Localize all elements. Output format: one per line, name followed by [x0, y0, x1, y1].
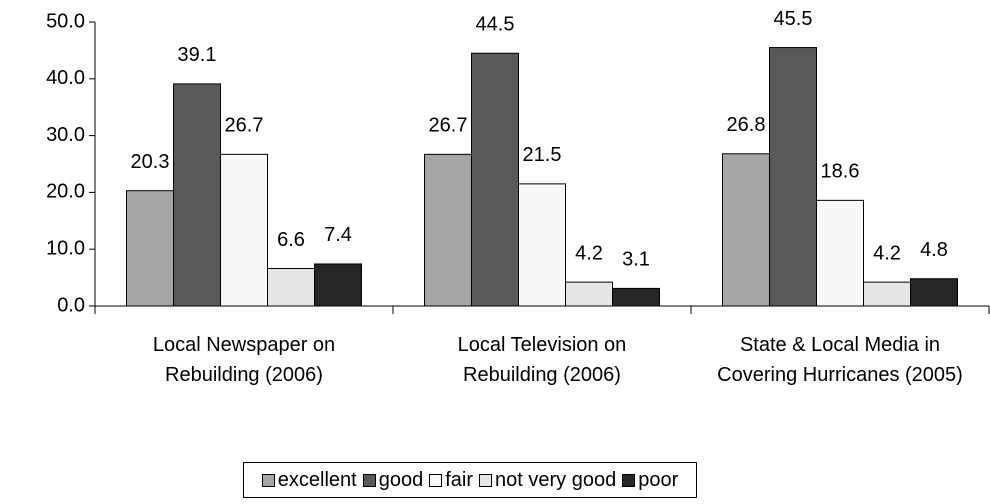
y-tick-label: 40.0 — [46, 67, 85, 89]
bar — [722, 153, 770, 307]
data-label: 18.6 — [821, 161, 860, 183]
bar — [173, 83, 221, 307]
bar — [565, 281, 613, 307]
data-label: 4.2 — [575, 242, 603, 264]
legend-item: fair — [429, 469, 473, 492]
bar — [816, 199, 864, 307]
data-label: 3.1 — [622, 249, 650, 271]
legend-label: poor — [638, 468, 679, 491]
bar — [863, 281, 911, 307]
data-label: 4.8 — [920, 239, 948, 261]
legend-item: good — [362, 468, 424, 492]
y-tick-label: 30.0 — [46, 124, 85, 146]
bar — [267, 268, 315, 307]
data-label: 44.5 — [476, 14, 515, 36]
legend-swatch — [429, 473, 443, 487]
bar — [314, 263, 362, 307]
legend-item: not very good — [479, 469, 616, 492]
data-label: 26.7 — [225, 115, 264, 137]
bar — [471, 52, 519, 307]
bar — [518, 183, 566, 307]
data-label: 45.5 — [774, 8, 813, 30]
data-label: 20.3 — [131, 151, 170, 173]
legend: excellent good fair not very good poor — [243, 462, 697, 498]
bar — [612, 287, 660, 307]
legend-item: excellent — [261, 468, 357, 492]
data-label: 4.2 — [873, 242, 901, 264]
legend-label: fair — [445, 468, 473, 491]
bar — [126, 190, 174, 307]
bar — [424, 153, 472, 307]
legend-label: good — [378, 468, 424, 491]
data-label: 39.1 — [178, 44, 217, 66]
x-tick-label: Local Television on Rebuilding (2006) — [457, 334, 627, 386]
y-tick-label: 0.0 — [57, 294, 85, 316]
y-tick-label: 20.0 — [46, 181, 85, 203]
data-label: 26.7 — [429, 115, 468, 137]
legend-label: not very good — [495, 468, 617, 491]
x-tick-label: State & Local Media in Covering Hurrican… — [717, 334, 963, 386]
legend-swatch — [622, 473, 636, 487]
data-label: 6.6 — [277, 229, 305, 251]
legend-swatch — [479, 473, 492, 487]
bar — [769, 47, 817, 307]
data-label: 21.5 — [523, 144, 562, 166]
data-label: 7.4 — [324, 224, 352, 246]
legend-swatch — [261, 473, 275, 487]
bar — [910, 278, 958, 307]
legend-label: excellent — [277, 468, 357, 491]
legend-item: poor — [622, 469, 678, 492]
x-tick-label: Local Newspaper on Rebuilding (2006) — [152, 334, 336, 386]
y-tick-label: 10.0 — [46, 237, 85, 259]
bar — [220, 153, 268, 307]
y-tick-label: 50.0 — [46, 10, 85, 32]
legend-swatch — [362, 473, 376, 487]
data-label: 26.8 — [727, 114, 766, 136]
